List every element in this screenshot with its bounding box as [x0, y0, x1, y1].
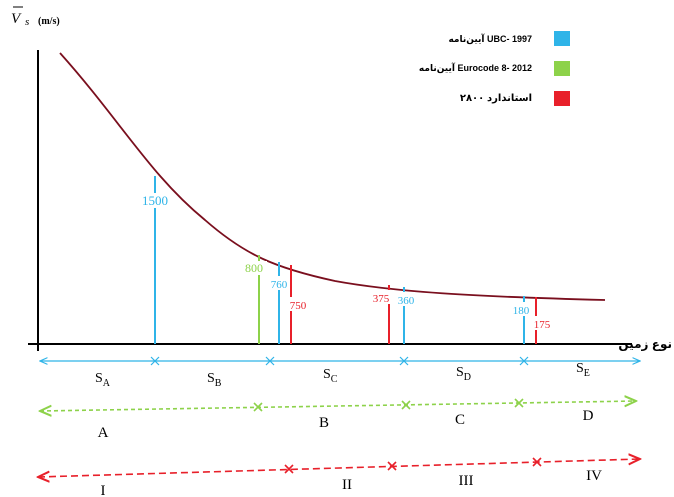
- y-axis-symbol: V: [11, 11, 22, 27]
- eurocode-class-d: D: [583, 408, 594, 424]
- boundary-value-1500: 1500: [142, 193, 168, 208]
- legend: آیین‌نامه UBC- 1997 آیین‌نامه Eurocode 8…: [419, 31, 570, 106]
- standard-2800-dividers: [284, 457, 542, 474]
- legend-label-2800: استاندارد ۲۸۰۰: [460, 93, 532, 104]
- label-bg: [243, 261, 267, 275]
- ubc-class-sa: SA: [95, 371, 111, 389]
- ubc-class-row: SA SB SC SD SE: [40, 356, 640, 389]
- eurocode-class-row: A B C D: [40, 399, 636, 441]
- boundary-lines: 1500 800 760 750 375 360 180 175: [139, 176, 552, 344]
- y-axis-title: V s (m/s): [11, 6, 60, 28]
- eurocode-range-line: [40, 401, 636, 411]
- boundary-value-175: 175: [534, 319, 551, 331]
- velocity-curve: [59, 52, 606, 301]
- label-bg: [270, 276, 288, 290]
- label-bg: [534, 316, 552, 330]
- ubc-dividers: [150, 356, 529, 366]
- ubc-class-sb: SB: [207, 371, 222, 389]
- ubc-class-sd: SD: [456, 365, 471, 383]
- label-bg: [397, 292, 415, 306]
- eurocode-class-b: B: [319, 415, 329, 431]
- ubc-class-sc: SC: [323, 367, 338, 385]
- legend-swatch-2800: [554, 91, 570, 106]
- boundary-value-360: 360: [398, 295, 415, 307]
- standard-2800-class-row: I II III IV: [38, 458, 640, 497]
- label-bg: [372, 290, 390, 304]
- eurocode-class-c: C: [455, 412, 465, 428]
- legend-swatch-ubc: [554, 31, 570, 46]
- y-axis-unit: (m/s): [38, 16, 60, 27]
- ubc-class-se: SE: [576, 361, 590, 379]
- boundary-value-800: 800: [245, 261, 263, 275]
- y-axis-subscript: s: [25, 16, 29, 28]
- standard-2800-class-iv: IV: [586, 468, 602, 484]
- standard-2800-class-iii: III: [459, 473, 474, 489]
- legend-label-eurocode: آیین‌نامه Eurocode 8- 2012: [419, 62, 532, 74]
- legend-label-ubc: آیین‌نامه UBC- 1997: [448, 33, 532, 45]
- boundary-value-375: 375: [373, 293, 390, 305]
- standard-2800-class-i: I: [101, 483, 106, 497]
- boundary-value-760: 760: [271, 279, 288, 291]
- label-bg: [287, 297, 305, 311]
- standard-2800-range-line: [38, 459, 640, 477]
- boundary-value-750: 750: [290, 300, 307, 312]
- label-bg: [139, 193, 171, 208]
- boundary-value-180: 180: [513, 305, 530, 317]
- standard-2800-class-ii: II: [342, 477, 352, 493]
- label-bg: [512, 302, 530, 316]
- legend-swatch-eurocode: [554, 61, 570, 76]
- eurocode-class-a: A: [98, 425, 109, 441]
- eurocode-dividers: [253, 398, 524, 412]
- x-axis-label: نوع زمین: [618, 337, 672, 352]
